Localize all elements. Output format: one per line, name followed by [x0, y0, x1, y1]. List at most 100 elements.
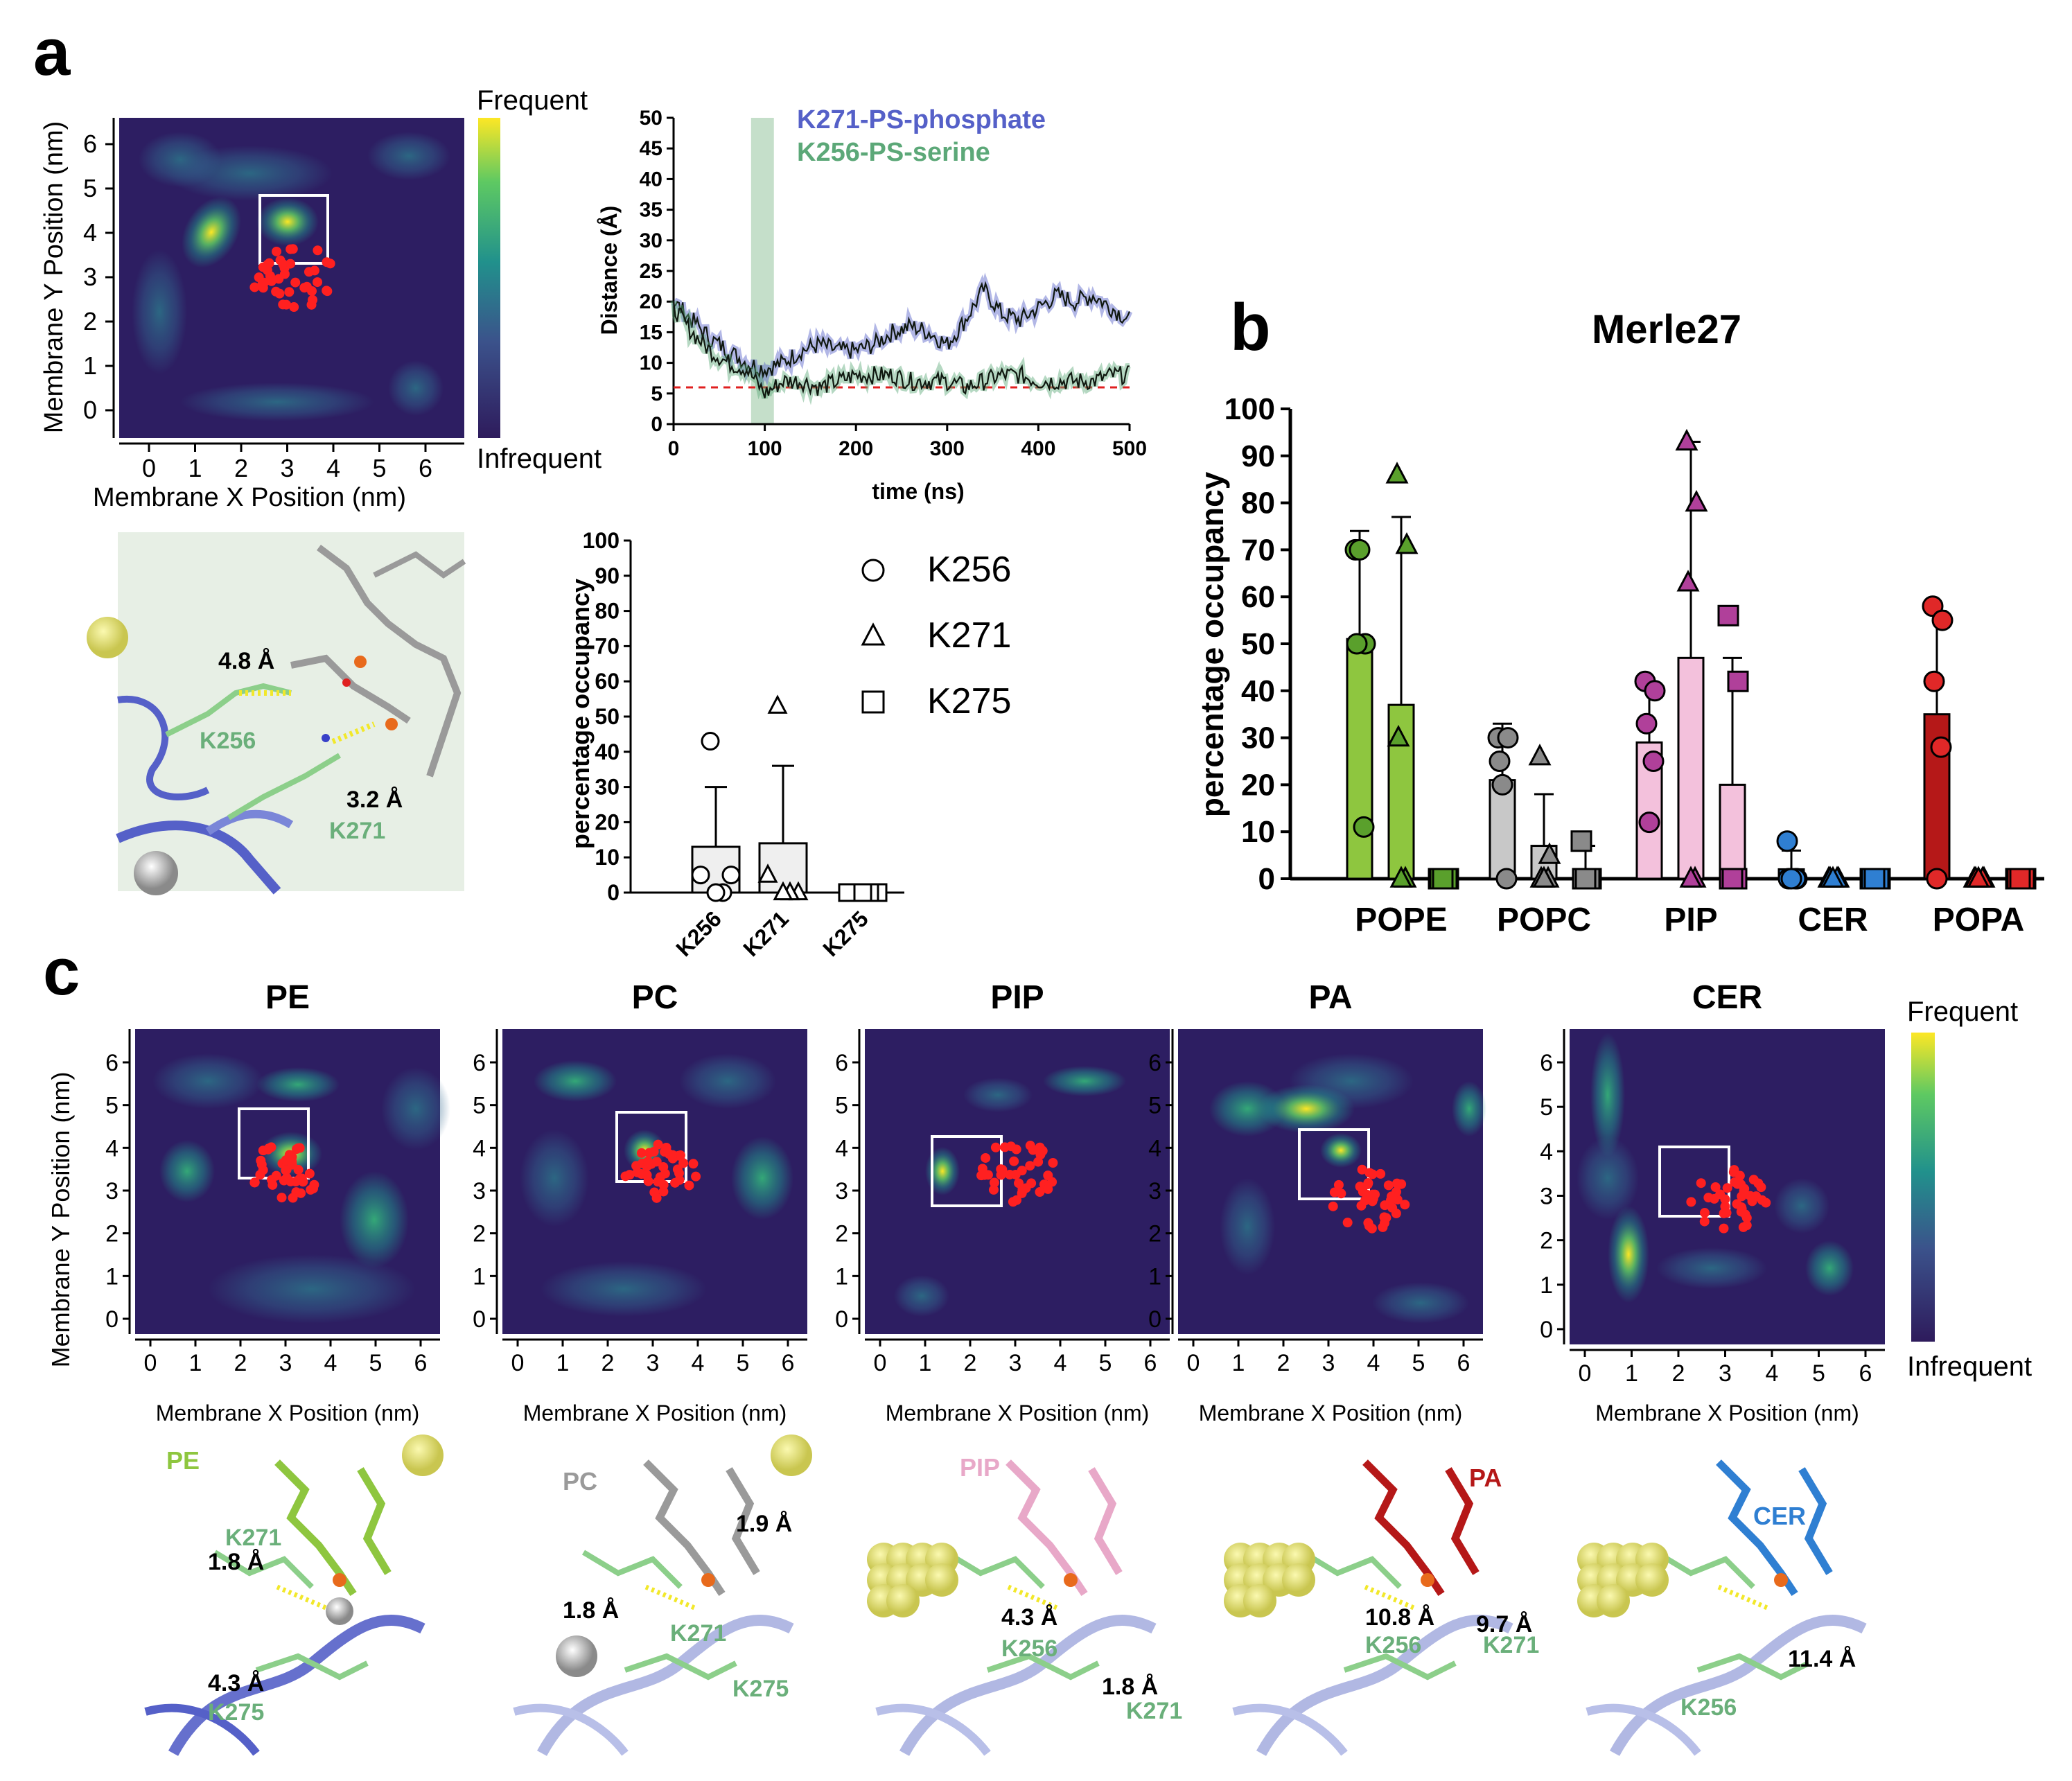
bar-b-point — [1644, 680, 1666, 702]
bar-a-ytick-label: 100 — [583, 528, 620, 553]
bar-b-ytick-label: 100 — [1224, 392, 1275, 426]
bar-b-ytick-label: 80 — [1241, 486, 1275, 520]
residue-dot — [284, 287, 295, 297]
bar-a-legend-label: K275 — [927, 681, 1011, 721]
heatmap-a-xlabel: Membrane X Position (nm) — [93, 483, 406, 512]
bar-a-point — [757, 863, 778, 883]
residue-dot — [1391, 1178, 1402, 1188]
heatmap-c-xtick-label: 0 — [874, 1350, 887, 1376]
heatmap-c-xtick-label: 4 — [1054, 1350, 1067, 1376]
bar-a-point — [838, 883, 857, 902]
residue-dot — [281, 1165, 291, 1175]
structure-lysine-stick — [1343, 1653, 1457, 1681]
heatmap-c-cool-region — [208, 1254, 416, 1324]
structure-yellow-blob — [1243, 1584, 1276, 1617]
heatmap-c-xtick-label: 3 — [279, 1350, 292, 1376]
heatmap-c-title: PIP — [990, 979, 1044, 1016]
residue-dot — [1699, 1216, 1710, 1227]
heatmap-c-cool-region — [541, 1261, 707, 1317]
structure-gray-sphere — [326, 1597, 353, 1625]
residue-dot — [651, 1193, 662, 1203]
heatmap-c-xtick-label: 6 — [782, 1350, 795, 1376]
heatmap-a-ytick-label: 3 — [83, 263, 97, 291]
structure-pe: PE 1.8 Å 4.3 Å K271 K275 — [144, 1435, 444, 1756]
heatmap-c-xtick-label: 4 — [692, 1350, 705, 1376]
heatmap-c-cool-region — [1372, 1282, 1469, 1324]
merle27-occupancy-chart: Merle27 percentage occupancy 0 10 20 30 40 50… — [1194, 307, 2044, 938]
residue-dot — [313, 277, 323, 288]
bar-b-point — [1353, 816, 1375, 838]
heatmap-a-xtick-label: 4 — [326, 454, 340, 482]
bar-a-ytick-label: 60 — [595, 669, 620, 694]
structure-protein-ribbon — [168, 1615, 425, 1756]
heatmap-c-ytick-label: 2 — [1540, 1228, 1553, 1254]
heatmap-c-ytick-label: 5 — [835, 1093, 848, 1119]
residue-dot — [296, 1188, 306, 1198]
bar-b-point — [1349, 538, 1371, 561]
bar-b-category-label: CER — [1798, 902, 1868, 938]
bar-a-ytick-label: 20 — [595, 809, 620, 834]
bar-a-legend-label: K271 — [927, 615, 1011, 656]
bar-b-point — [1776, 830, 1798, 852]
heatmap-c-xtick-label: 2 — [1672, 1360, 1685, 1387]
heatmap-c-xtick-label: 0 — [1187, 1350, 1200, 1376]
residue-dot — [322, 286, 333, 297]
ts-ytick-label: 5 — [651, 383, 662, 405]
residue-dot — [646, 1159, 656, 1169]
bar-b-point — [1931, 609, 1954, 631]
residue-dot — [658, 1161, 669, 1172]
heatmap-a-ytick-label: 5 — [83, 174, 97, 202]
structure-yellow-blob — [402, 1435, 444, 1476]
bar-a-ytick-label: 50 — [595, 704, 620, 729]
heatmap-c-cool-region — [1774, 1178, 1829, 1234]
structure-distance-1: 11.4 Å — [1788, 1646, 1856, 1672]
structure-hbond — [644, 1584, 696, 1611]
ts-xlabel: time (ns) — [872, 479, 964, 504]
heatmap-a-xtick-label: 1 — [188, 454, 202, 482]
structure-cer: CER 11.4 Å K256 — [1577, 1459, 1867, 1756]
bar-b-point — [1930, 736, 1952, 758]
heatmap-c-xtick-label: 5 — [1099, 1350, 1112, 1376]
residue-dot — [636, 1148, 647, 1158]
bar-b-point — [1495, 868, 1518, 890]
residue-dot — [309, 265, 319, 276]
bar-a-ytick-label: 70 — [595, 633, 620, 658]
residue-dot — [996, 1170, 1006, 1180]
heatmap-c-xtick-label: 5 — [369, 1350, 383, 1376]
residue-dot — [674, 1168, 685, 1179]
structure-pa: PA 10.8 Å 9.7 Å K256 K271 — [1224, 1459, 1539, 1756]
residue-dot — [678, 1158, 689, 1168]
heatmap-c-ytick-label: 3 — [473, 1178, 486, 1204]
residue-dot — [1025, 1141, 1035, 1151]
bar-b-point — [1642, 751, 1665, 772]
ts-ytick-label: 15 — [640, 321, 662, 344]
heatmap-pc: PC 0 1 2 3 4 5 6 0 1 2 3 4 5 6 Membrane X Position (nm) — [473, 979, 807, 1425]
heatmap-c-warm-region — [340, 1171, 409, 1268]
residue-dot — [1362, 1179, 1373, 1190]
heatmap-c-hot-region — [1258, 1085, 1355, 1133]
structure-distance-2: 1.8 Å — [563, 1597, 619, 1624]
residue-dot — [1391, 1186, 1402, 1197]
heatmap-c-ytick-label: 4 — [835, 1135, 848, 1161]
residue-dot — [313, 245, 323, 256]
residue-dot — [1376, 1168, 1386, 1179]
residue-dot — [1383, 1180, 1394, 1191]
heatmap-c-xtick-label: 6 — [1457, 1350, 1470, 1376]
residue-dot — [279, 269, 290, 279]
heatmap-a-xtick-label: 5 — [372, 454, 386, 482]
structure-yellow-blob — [1282, 1563, 1315, 1597]
heatmap-pe: PE 0 1 2 3 4 5 6 0 1 2 3 4 5 6 Membrane X Position (nm) — [105, 979, 450, 1425]
structure-residue-2: K271 — [1483, 1632, 1539, 1658]
heatmap-c-xtick-label: 5 — [737, 1350, 750, 1376]
residue-dot — [299, 283, 310, 293]
heatmap-c-xtick-label: 1 — [189, 1350, 202, 1376]
residue-dot — [258, 1165, 268, 1175]
bar-b-point — [1635, 712, 1658, 735]
residue-dot — [1722, 1183, 1732, 1193]
heatmap-c-ytick-label: 1 — [473, 1263, 486, 1290]
residue-dot — [624, 1170, 635, 1180]
structure-lipid-stick — [726, 1467, 760, 1575]
structure-protein-ribbon — [1586, 1703, 1701, 1756]
